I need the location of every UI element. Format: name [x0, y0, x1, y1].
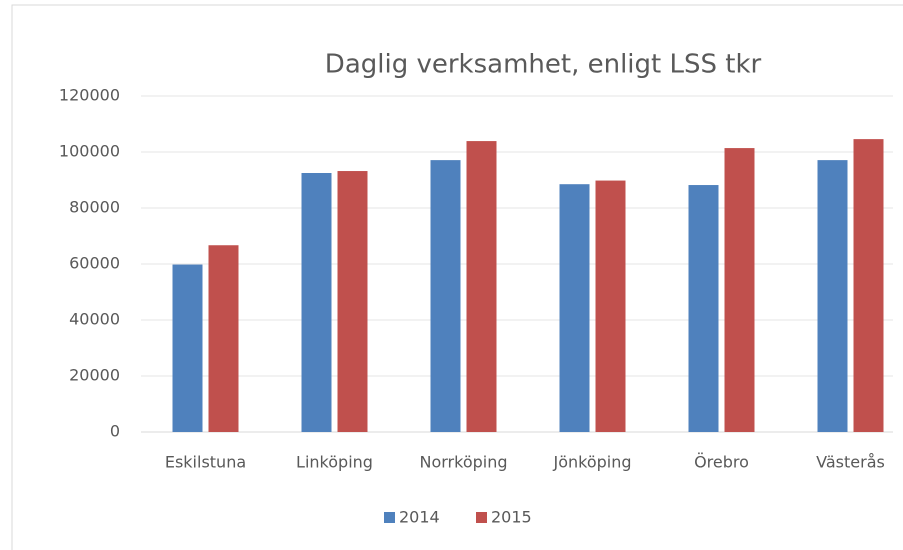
- bar: [337, 171, 368, 433]
- bar: [559, 184, 590, 432]
- x-tick-label: Örebro: [694, 453, 749, 472]
- bar: [595, 180, 626, 432]
- bar: [724, 148, 755, 432]
- x-tick-label: Norrköping: [419, 453, 507, 472]
- chart-border: [11, 4, 903, 550]
- legend-label: 2014: [399, 508, 440, 527]
- bar: [853, 139, 884, 432]
- y-tick-label: 120000: [59, 86, 120, 105]
- y-tick-label: 20000: [69, 366, 120, 385]
- bar: [208, 245, 239, 432]
- legend-swatch: [476, 512, 487, 523]
- y-tick-label: 60000: [69, 254, 120, 273]
- x-tick-label: Eskilstuna: [165, 453, 246, 472]
- bar: [466, 141, 497, 432]
- x-tick-label: Jönköping: [552, 453, 631, 472]
- bar: [430, 160, 461, 432]
- legend-label: 2015: [491, 508, 532, 527]
- y-tick-label: 100000: [59, 142, 120, 161]
- y-tick-label: 40000: [69, 310, 120, 329]
- legend-swatch: [384, 512, 395, 523]
- bar: [817, 160, 848, 432]
- chart-title: Daglig verksamhet, enligt LSS tkr: [325, 50, 762, 80]
- bar: [301, 173, 332, 432]
- bar: [688, 185, 719, 432]
- y-tick-label: 0: [110, 422, 120, 441]
- y-tick-label: 80000: [69, 198, 120, 217]
- x-tick-label: Linköping: [296, 453, 373, 472]
- x-tick-label: Västerås: [816, 453, 885, 472]
- bar: [172, 264, 203, 432]
